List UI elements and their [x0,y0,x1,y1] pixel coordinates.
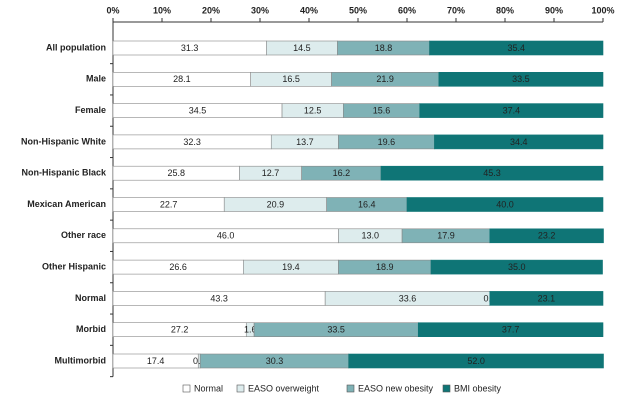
value-label: 33.5 [512,74,530,84]
value-label: 40.0 [496,199,514,209]
value-label: 34.4 [510,137,528,147]
value-label: 17.9 [437,231,455,241]
value-label: 23.1 [538,293,556,303]
value-label: 15.6 [373,105,391,115]
value-label: 45.3 [483,168,501,178]
x-tick-label: 60% [398,5,416,15]
legend-swatch [236,384,245,393]
value-label: 1.6 [244,325,257,335]
value-label: 13.0 [361,231,379,241]
value-label: 0.4 [193,356,206,366]
value-label: 35.0 [508,262,526,272]
value-label: 33.6 [399,293,417,303]
value-label: 25.8 [167,168,185,178]
category-label: Other Hispanic [42,261,106,271]
value-label: 12.7 [262,168,280,178]
legend-label: EASO new obesity [358,383,434,393]
x-tick-label: 30% [251,5,269,15]
category-label: Mexican American [27,199,106,209]
value-label: 28.1 [173,74,191,84]
category-label: All population [46,42,106,52]
value-label: 46.0 [217,231,235,241]
legend-label: BMI obesity [454,383,502,393]
value-label: 19.4 [282,262,300,272]
value-label: 12.5 [304,105,322,115]
value-label: 20.9 [267,199,285,209]
value-label: 37.7 [502,325,520,335]
x-tick-label: 0% [106,5,119,15]
x-tick-label: 80% [496,5,514,15]
value-label: 34.5 [189,105,207,115]
category-label: Morbid [76,324,106,334]
bar-segment [434,134,604,150]
value-label: 26.6 [169,262,187,272]
value-label: 32.3 [183,137,201,147]
bar-segment [430,259,603,275]
bar-segment [380,165,604,181]
legend-label: Normal [194,383,223,393]
bar-segment [419,103,604,118]
bar-segment [417,322,604,338]
category-label: Normal [75,293,106,303]
value-label: 14.5 [293,43,311,53]
value-label: 43.3 [210,293,228,303]
value-label: 21.9 [376,74,394,84]
value-label: 18.9 [376,262,394,272]
category-label: Male [86,74,106,84]
value-label: 16.4 [358,199,376,209]
x-tick-label: 100% [591,5,614,15]
value-label: 16.2 [333,168,351,178]
legend-label: EASO overweight [248,383,320,393]
bar-segment [429,40,604,56]
value-label: 13.7 [296,137,314,147]
value-label: 18.8 [375,43,393,53]
x-tick-label: 90% [545,5,563,15]
bar-segment [489,291,604,306]
category-label: Non-Hispanic White [21,136,106,146]
value-label: 30.3 [266,356,284,366]
bar-segment [438,72,604,87]
value-label: 52.0 [467,356,485,366]
x-tick-label: 20% [202,5,220,15]
bar-segment [489,228,604,244]
value-label: 35.4 [508,43,526,53]
value-label: 23.2 [538,231,556,241]
x-tick-label: 70% [447,5,465,15]
x-tick-label: 40% [300,5,318,15]
x-tick-label: 50% [349,5,367,15]
value-label: 17.4 [147,356,165,366]
value-label: 16.5 [282,74,300,84]
value-label: 33.5 [327,325,345,335]
category-label: Other race [61,230,106,240]
value-label: 19.6 [378,137,396,147]
category-label: Female [75,105,106,115]
bar-segment [406,197,604,212]
value-label: 27.2 [171,325,189,335]
value-label: 22.7 [160,199,178,209]
value-label: 37.4 [503,105,521,115]
legend-swatch [442,384,451,393]
x-tick-label: 10% [153,5,171,15]
category-label: Multimorbid [55,355,107,365]
legend-swatch [346,384,355,393]
bar-segment [348,353,604,369]
category-label: Non-Hispanic Black [21,168,107,178]
value-label: 31.3 [181,43,199,53]
legend-swatch [182,384,191,393]
